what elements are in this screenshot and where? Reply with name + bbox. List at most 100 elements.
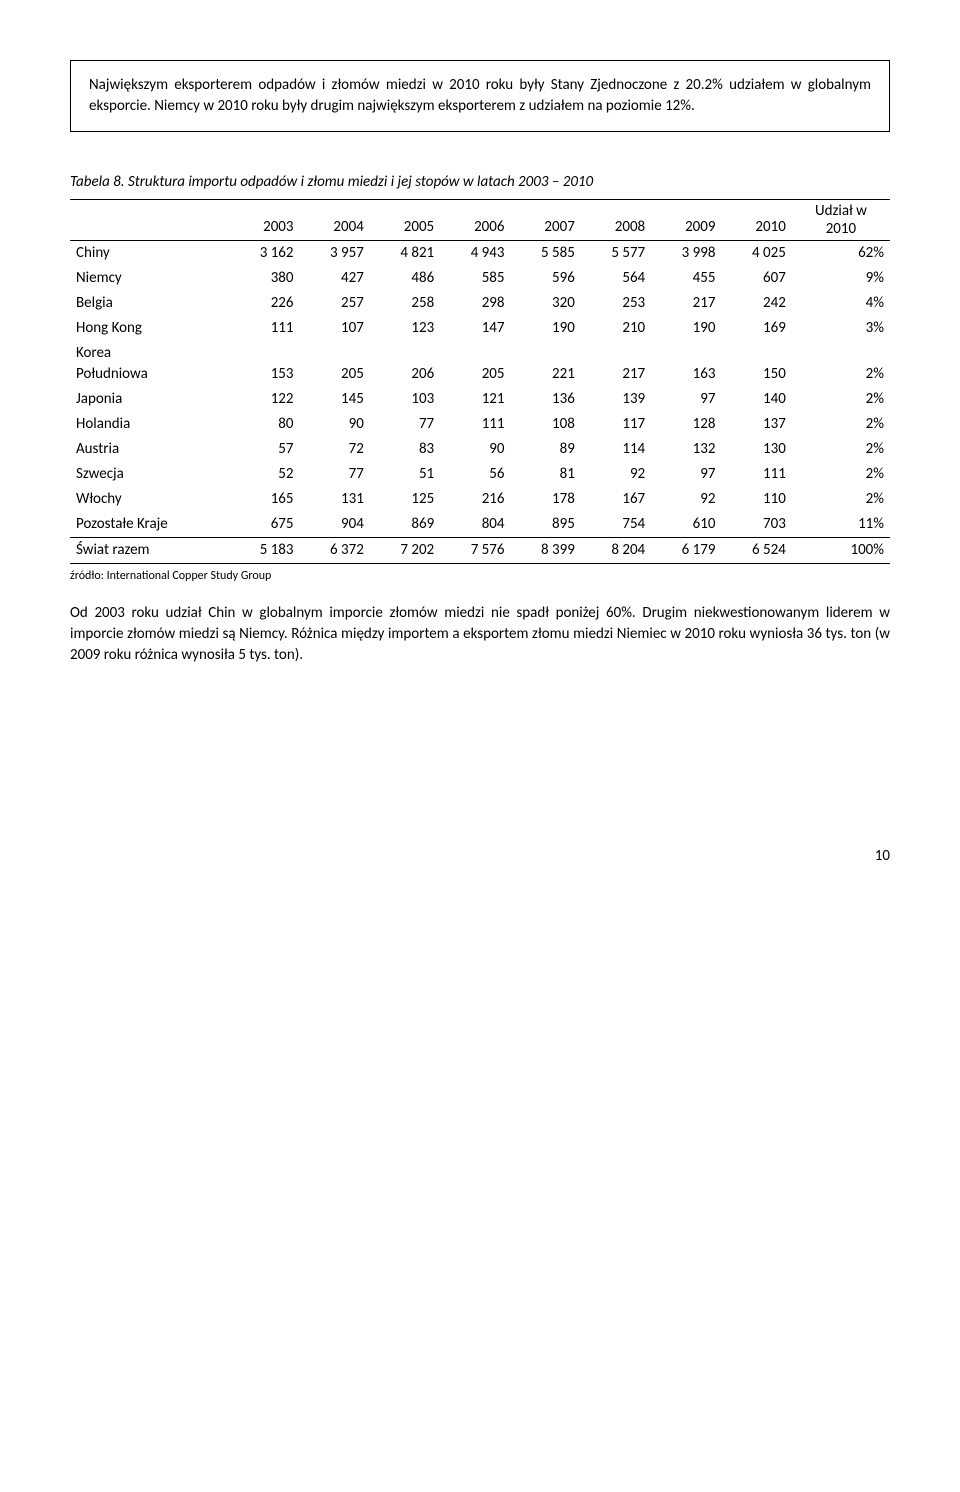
table-row: Niemcy3804274865855965644556079% bbox=[70, 266, 890, 291]
cell-value: 205 bbox=[440, 341, 510, 387]
cell-value: 6 179 bbox=[651, 538, 721, 564]
cell-value: 130 bbox=[721, 437, 791, 462]
cell-value: 111 bbox=[229, 316, 299, 341]
cell-value: 804 bbox=[440, 512, 510, 538]
table-row: Włochy165131125216178167921102% bbox=[70, 487, 890, 512]
cell-value: 123 bbox=[370, 316, 440, 341]
cell-value: 139 bbox=[581, 387, 651, 412]
body-paragraph: Od 2003 roku udział Chin w globalnym imp… bbox=[70, 603, 890, 666]
row-label: Hong Kong bbox=[70, 316, 229, 341]
cell-share: 2% bbox=[792, 437, 890, 462]
cell-value: 320 bbox=[511, 291, 581, 316]
cell-value: 150 bbox=[721, 341, 791, 387]
cell-value: 90 bbox=[300, 412, 370, 437]
cell-value: 178 bbox=[511, 487, 581, 512]
summary-text: Największym eksporterem odpadów i złomów… bbox=[89, 76, 871, 115]
row-label: Włochy bbox=[70, 487, 229, 512]
table-caption: Tabela 8. Struktura importu odpadów i zł… bbox=[70, 172, 890, 193]
cell-value: 81 bbox=[511, 462, 581, 487]
cell-value: 145 bbox=[300, 387, 370, 412]
cell-value: 4 943 bbox=[440, 241, 510, 267]
cell-value: 205 bbox=[300, 341, 370, 387]
cell-value: 128 bbox=[651, 412, 721, 437]
cell-value: 89 bbox=[511, 437, 581, 462]
cell-value: 117 bbox=[581, 412, 651, 437]
row-label: Belgia bbox=[70, 291, 229, 316]
table-total-row: Świat razem5 1836 3727 2027 5768 3998 20… bbox=[70, 538, 890, 564]
cell-value: 427 bbox=[300, 266, 370, 291]
cell-value: 140 bbox=[721, 387, 791, 412]
cell-value: 153 bbox=[229, 341, 299, 387]
cell-value: 57 bbox=[229, 437, 299, 462]
cell-value: 121 bbox=[440, 387, 510, 412]
cell-value: 114 bbox=[581, 437, 651, 462]
cell-value: 703 bbox=[721, 512, 791, 538]
cell-value: 110 bbox=[721, 487, 791, 512]
cell-value: 147 bbox=[440, 316, 510, 341]
cell-value: 122 bbox=[229, 387, 299, 412]
table-row: Szwecja527751568192971112% bbox=[70, 462, 890, 487]
row-label: Japonia bbox=[70, 387, 229, 412]
cell-value: 132 bbox=[651, 437, 721, 462]
cell-value: 56 bbox=[440, 462, 510, 487]
row-label: Austria bbox=[70, 437, 229, 462]
table-row: Belgia2262572582983202532172424% bbox=[70, 291, 890, 316]
row-label: Szwecja bbox=[70, 462, 229, 487]
row-label: Niemcy bbox=[70, 266, 229, 291]
cell-value: 242 bbox=[721, 291, 791, 316]
cell-value: 380 bbox=[229, 266, 299, 291]
cell-value: 92 bbox=[581, 462, 651, 487]
row-label: Holandia bbox=[70, 412, 229, 437]
table-row: Austria57728390891141321302% bbox=[70, 437, 890, 462]
header-blank bbox=[70, 200, 229, 241]
table-source: źródło: International Copper Study Group bbox=[70, 568, 890, 585]
cell-value: 217 bbox=[651, 291, 721, 316]
cell-value: 5 585 bbox=[511, 241, 581, 267]
cell-value: 217 bbox=[581, 341, 651, 387]
header-year: 2004 bbox=[300, 200, 370, 241]
cell-value: 97 bbox=[651, 462, 721, 487]
cell-value: 3 957 bbox=[300, 241, 370, 267]
cell-value: 210 bbox=[581, 316, 651, 341]
cell-value: 169 bbox=[721, 316, 791, 341]
cell-value: 72 bbox=[300, 437, 370, 462]
cell-value: 216 bbox=[440, 487, 510, 512]
table-header-row: 2003 2004 2005 2006 2007 2008 2009 2010 … bbox=[70, 200, 890, 241]
cell-value: 6 372 bbox=[300, 538, 370, 564]
cell-value: 5 183 bbox=[229, 538, 299, 564]
row-label: KoreaPołudniowa bbox=[70, 341, 229, 387]
cell-value: 754 bbox=[581, 512, 651, 538]
cell-value: 226 bbox=[229, 291, 299, 316]
summary-box: Największym eksporterem odpadów i złomów… bbox=[70, 60, 890, 132]
header-year: 2006 bbox=[440, 200, 510, 241]
cell-share: 62% bbox=[792, 241, 890, 267]
cell-value: 77 bbox=[370, 412, 440, 437]
cell-value: 4 821 bbox=[370, 241, 440, 267]
cell-value: 163 bbox=[651, 341, 721, 387]
table-row: Chiny3 1623 9574 8214 9435 5855 5773 998… bbox=[70, 241, 890, 267]
cell-share: 2% bbox=[792, 387, 890, 412]
table-row: Pozostałe Kraje6759048698048957546107031… bbox=[70, 512, 890, 538]
cell-value: 8 399 bbox=[511, 538, 581, 564]
cell-value: 486 bbox=[370, 266, 440, 291]
cell-value: 107 bbox=[300, 316, 370, 341]
cell-value: 895 bbox=[511, 512, 581, 538]
cell-value: 131 bbox=[300, 487, 370, 512]
cell-share: 2% bbox=[792, 487, 890, 512]
header-year: 2009 bbox=[651, 200, 721, 241]
cell-value: 97 bbox=[651, 387, 721, 412]
cell-share: 2% bbox=[792, 341, 890, 387]
cell-value: 111 bbox=[440, 412, 510, 437]
cell-value: 607 bbox=[721, 266, 791, 291]
cell-value: 455 bbox=[651, 266, 721, 291]
cell-share: 2% bbox=[792, 412, 890, 437]
cell-value: 7 576 bbox=[440, 538, 510, 564]
cell-value: 564 bbox=[581, 266, 651, 291]
cell-share: 4% bbox=[792, 291, 890, 316]
cell-value: 125 bbox=[370, 487, 440, 512]
cell-value: 190 bbox=[651, 316, 721, 341]
cell-value: 103 bbox=[370, 387, 440, 412]
cell-value: 77 bbox=[300, 462, 370, 487]
table-row: Holandia8090771111081171281372% bbox=[70, 412, 890, 437]
cell-value: 5 577 bbox=[581, 241, 651, 267]
